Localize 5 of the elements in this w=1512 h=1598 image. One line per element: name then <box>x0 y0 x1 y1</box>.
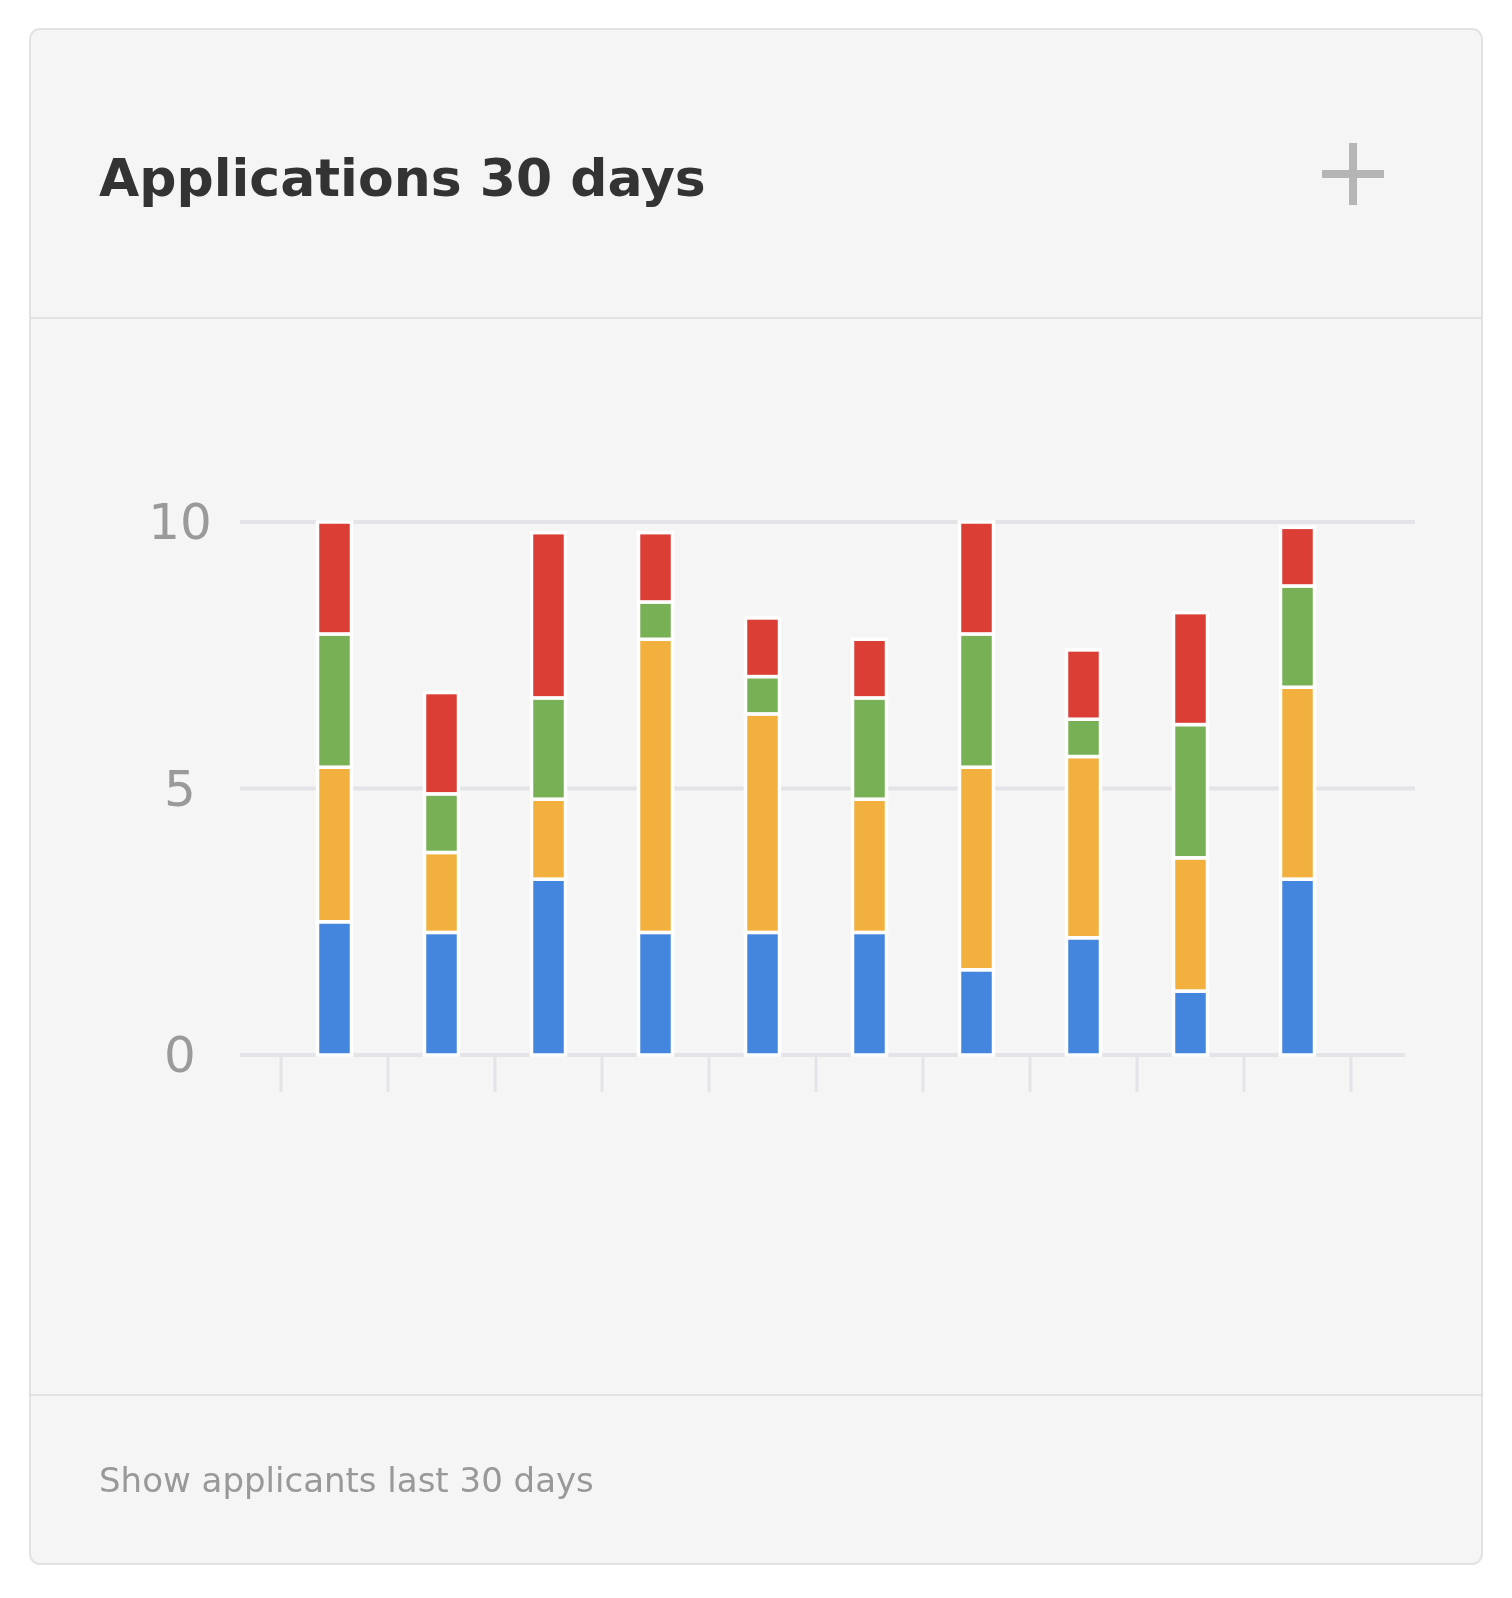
chart-title: Applications 30 days <box>99 148 706 208</box>
y-tick-label: 5 <box>164 759 196 818</box>
y-tick-label: 10 <box>148 493 212 551</box>
y-tick-label: 0 <box>164 1026 196 1084</box>
text: Show applicants last 30 days <box>99 1460 594 1500</box>
